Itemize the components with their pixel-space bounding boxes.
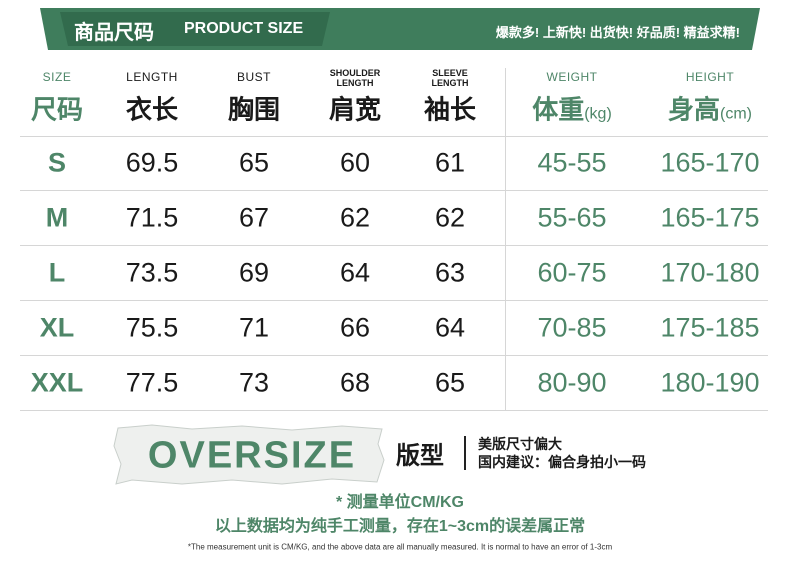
column-header-zh: 胸围 [228, 90, 280, 127]
table-cell: 71 [238, 312, 270, 343]
table-cell: S [47, 147, 67, 178]
fit-note: 美版尺寸偏大 [478, 436, 562, 452]
table-cell: 61 [434, 147, 466, 178]
fit-label: 版型 [396, 442, 444, 470]
column-header-en: HEIGHT [685, 70, 735, 84]
table-cell: 69 [238, 257, 270, 288]
table-cell: 165-170 [660, 147, 760, 178]
row-rule [20, 300, 768, 301]
table-cell: 60-75 [537, 257, 607, 288]
table-cell: 60 [339, 147, 371, 178]
table-cell: 64 [339, 257, 371, 288]
column-header-zh: 衣长 [126, 90, 178, 127]
table-cell: 45-55 [537, 147, 607, 178]
table-cell: M [45, 202, 69, 233]
table-cell: 67 [238, 202, 270, 233]
table-cell: 80-90 [537, 367, 607, 398]
badge-paper [113, 424, 385, 485]
table-cell: 175-185 [660, 312, 760, 343]
header-zh-text: 尺码 [30, 94, 84, 125]
row-rule [20, 355, 768, 356]
row-rule [20, 190, 768, 191]
column-header-en: LENGTH [126, 70, 178, 84]
table-cell: 66 [339, 312, 371, 343]
table-cell: 62 [434, 202, 466, 233]
column-header-zh: 身高(cm) [668, 90, 752, 127]
column-header-en: SIZE [42, 70, 72, 84]
table-cell: 63 [434, 257, 466, 288]
header-unit: (kg) [584, 105, 612, 123]
fit-note: 国内建议：偏合身拍小一码 [478, 454, 646, 470]
column-header-zh: 体重(kg) [532, 90, 612, 127]
table-cell: 71.5 [125, 202, 179, 233]
table-cell: 73.5 [125, 257, 179, 288]
header-unit: (cm) [720, 105, 752, 123]
column-header-en: SLEEVE [432, 68, 468, 78]
table-cell: 65 [434, 367, 466, 398]
table-cell: L [48, 257, 66, 288]
column-divider [505, 68, 506, 410]
table-cell: 70-85 [537, 312, 607, 343]
header-zh-text: 袖长 [423, 94, 477, 125]
column-header-en: WEIGHT [546, 70, 598, 84]
row-rule [20, 410, 768, 411]
unit-note: * 测量单位CM/KG [335, 494, 465, 511]
header-zh-text: 肩宽 [328, 94, 382, 125]
disclaimer: 以上数据均为纯手工测量，存在1~3cm的误差属正常 [214, 518, 586, 535]
table-cell: XL [39, 312, 75, 343]
column-header-zh: 尺码 [31, 90, 83, 127]
column-header-en: LENGTH [431, 78, 469, 88]
header-zh-text: 胸围 [227, 94, 281, 125]
paper-shape [113, 424, 385, 485]
table-cell: 165-175 [660, 202, 760, 233]
fit-divider [464, 436, 466, 470]
column-header-zh: 肩宽 [329, 90, 381, 127]
table-cell: 77.5 [125, 367, 179, 398]
table-cell: 62 [339, 202, 371, 233]
table-cell: 180-190 [660, 367, 760, 398]
header-zh-text: 体重 [532, 94, 585, 125]
table-cell: 73 [238, 367, 270, 398]
header-zh-text: 衣长 [125, 94, 179, 125]
header-zh-text: 身高 [668, 94, 721, 125]
table-cell: 170-180 [660, 257, 760, 288]
fit-badge: OVERSIZE [147, 434, 357, 477]
column-header-en: SHOULDER [329, 68, 381, 78]
table-cell: XXL [30, 367, 84, 398]
table-cell: 55-65 [537, 202, 607, 233]
table-cell: 68 [339, 367, 371, 398]
column-header-en: LENGTH [336, 78, 374, 88]
table-cell: 75.5 [125, 312, 179, 343]
table-cell: 65 [238, 147, 270, 178]
slogan: 爆款多! 上新快! 出货快! 好品质! 精益求精! [495, 25, 740, 40]
english-note: *The measurement unit is CM/KG, and the … [187, 542, 613, 552]
table-cell: 64 [434, 312, 466, 343]
column-header-en: BUST [236, 70, 272, 84]
row-rule [20, 136, 768, 137]
banner-tab [60, 12, 330, 46]
title-zh: 商品尺码 [74, 22, 154, 44]
row-rule [20, 245, 768, 246]
column-header-zh: 袖长 [424, 90, 476, 127]
header-banner [40, 8, 760, 50]
title-en: PRODUCT SIZE [184, 20, 304, 37]
table-cell: 69.5 [125, 147, 179, 178]
